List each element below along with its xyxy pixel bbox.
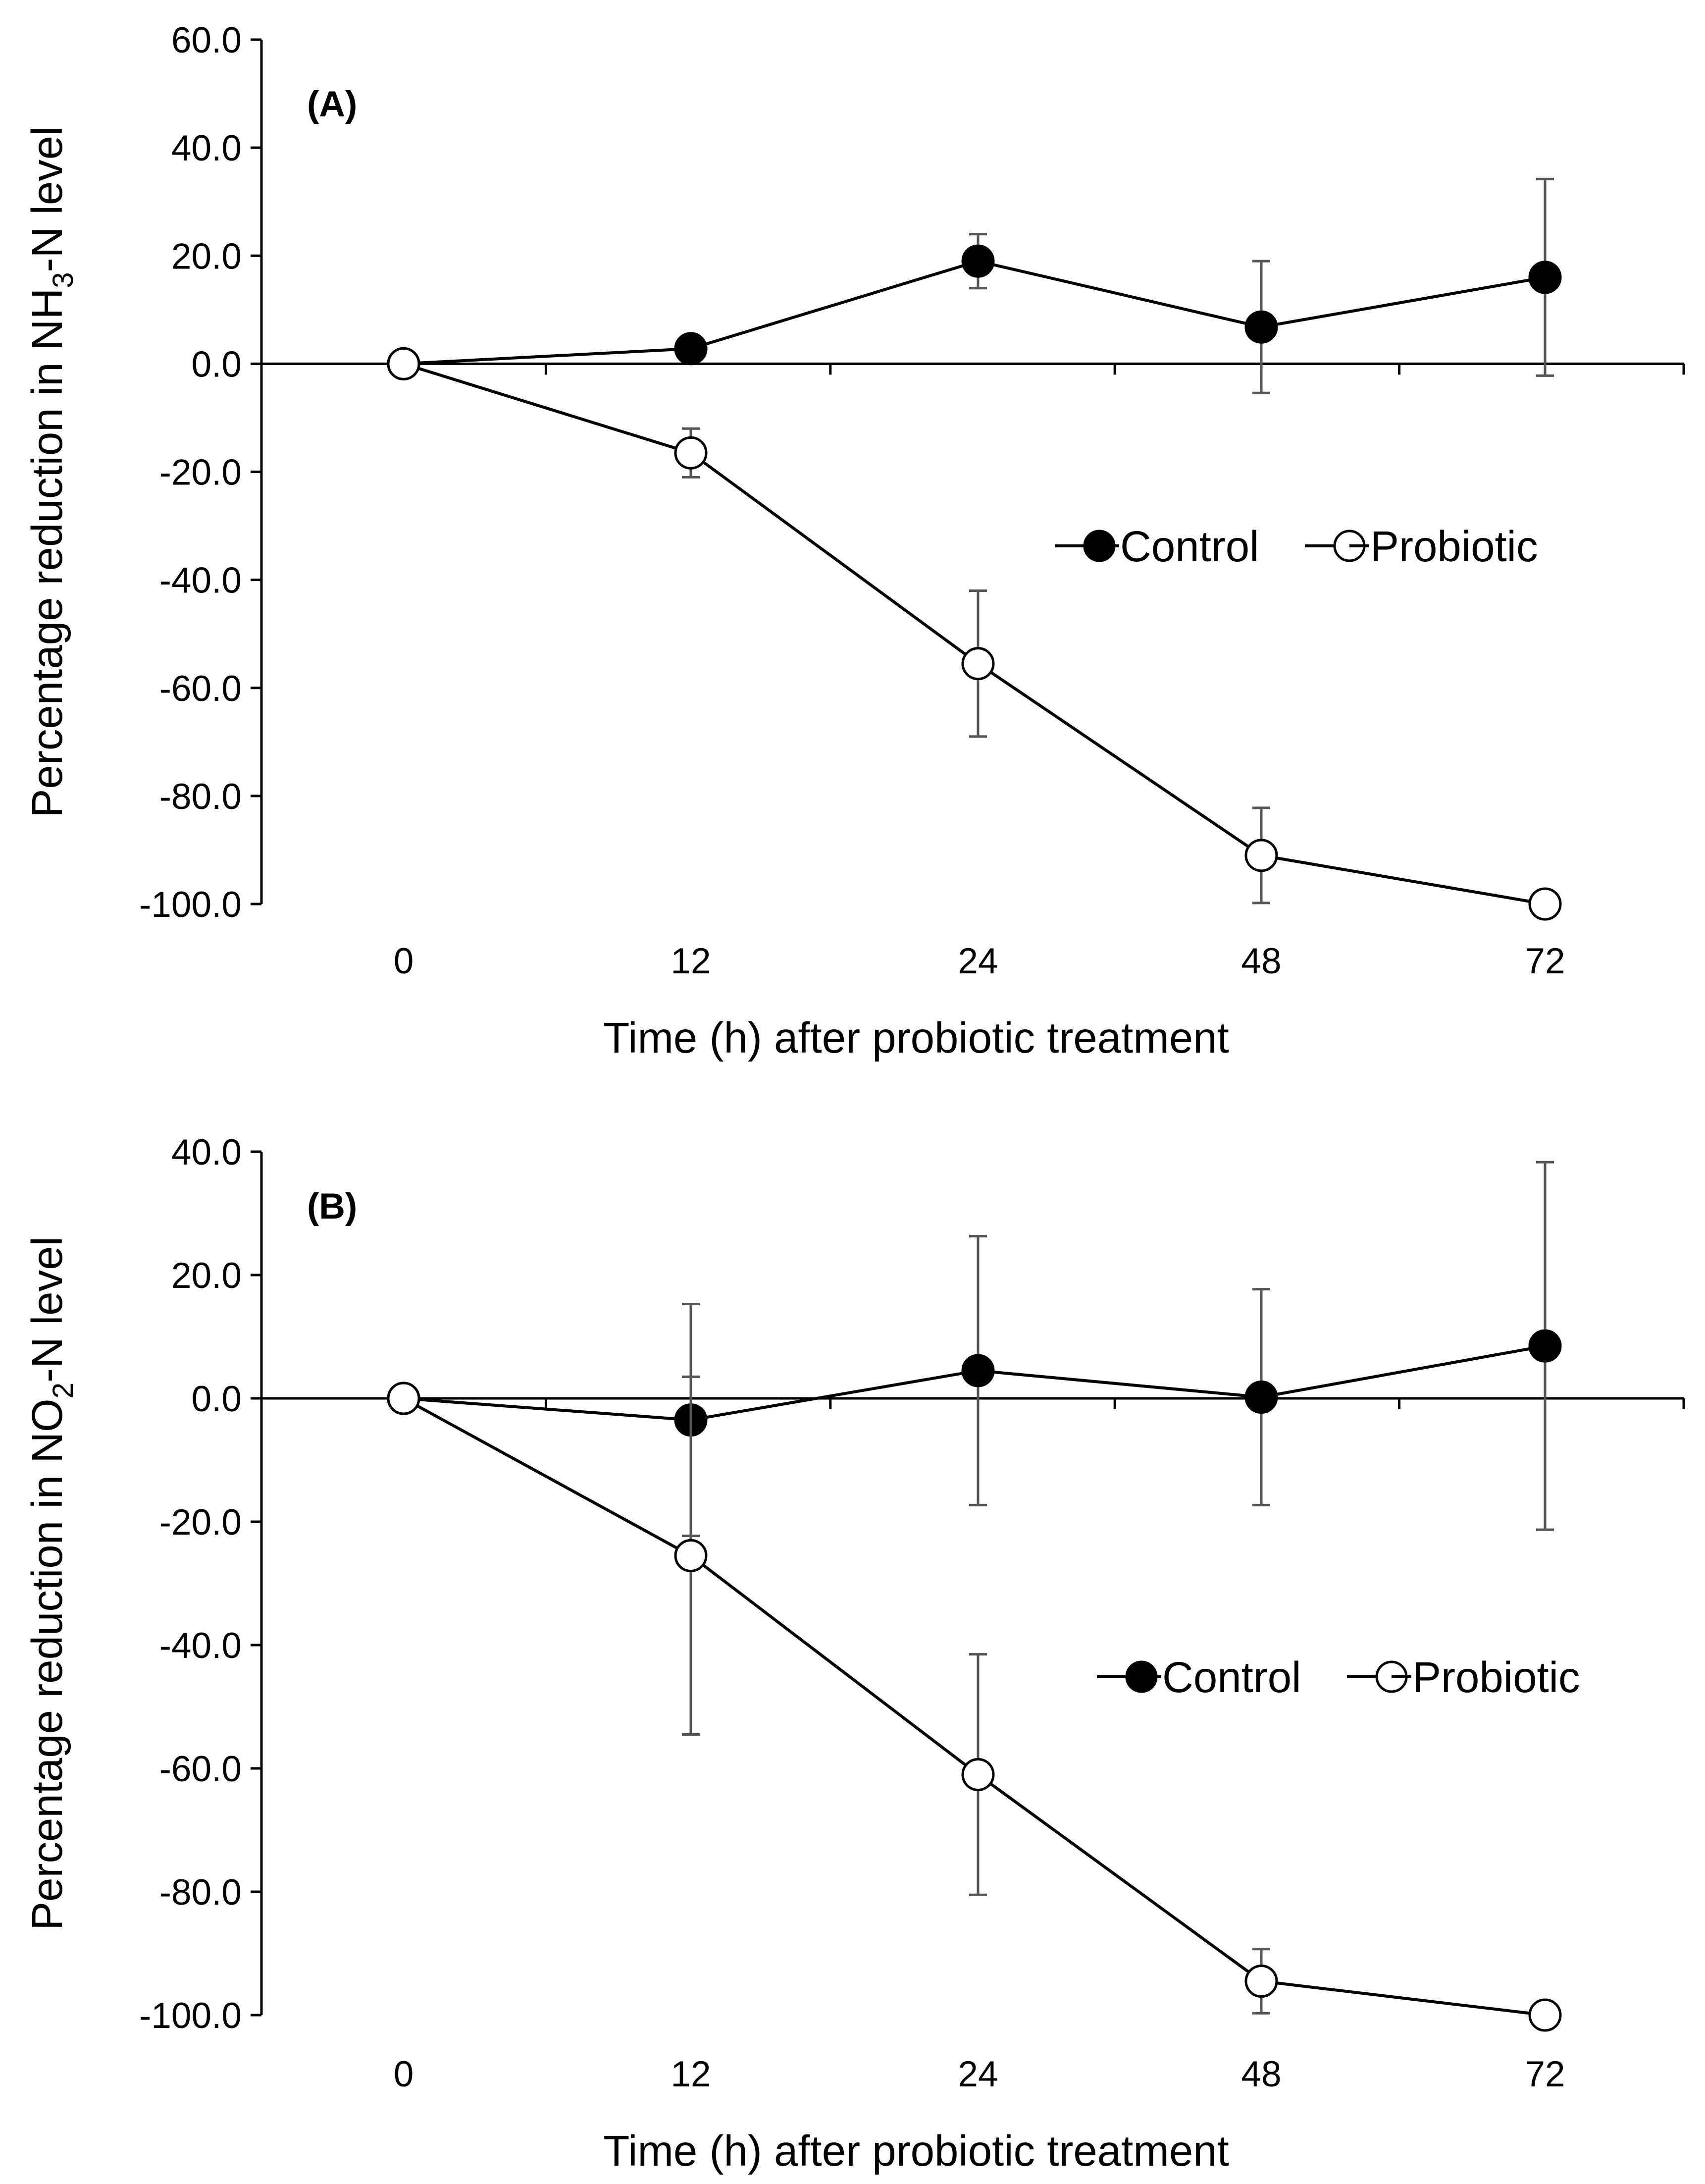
legend-label: Probiotic: [1370, 523, 1538, 571]
series-probiotic: [387, 1375, 1562, 2032]
data-point: [1244, 310, 1278, 344]
legend-label: Probiotic: [1412, 1653, 1580, 1702]
y-tick-label: 0.0: [192, 344, 242, 384]
data-point: [674, 332, 708, 366]
panel-b: 40.0 20.0 0.0 -20.0 -40.0 -60.0 -80.0 -100.0 0 12…: [23, 1132, 1685, 2175]
data-point: [1528, 887, 1562, 921]
series-line: [403, 362, 1546, 906]
data-point: [1244, 1381, 1278, 1414]
y-tick-label: -20.0: [159, 453, 242, 493]
x-tick-label: 48: [1241, 941, 1281, 981]
y-axis-title: Percentage reduction in NO2-N level: [23, 1236, 79, 1930]
x-tick-label: 24: [958, 941, 998, 981]
x-tick-label: 12: [671, 2054, 711, 2094]
legend: Control Probiotic: [1055, 523, 1538, 571]
series-probiotic: [387, 347, 1562, 921]
y-tick-label: -100.0: [139, 1996, 242, 2036]
data-point: [387, 347, 420, 380]
x-axis-title: Time (h) after probiotic treatment: [603, 2127, 1229, 2175]
panel-label: (A): [307, 84, 357, 124]
x-tick-label: 24: [958, 2054, 998, 2094]
x-tick-label: 0: [394, 2054, 414, 2094]
data-point: [961, 647, 995, 681]
x-tick-label: 12: [671, 941, 711, 981]
data-point: [1244, 1965, 1278, 1998]
y-tick-label: 40.0: [171, 128, 242, 168]
data-point: [961, 1354, 995, 1387]
y-tick-label: 0.0: [192, 1379, 242, 1419]
y-tick-label: -60.0: [159, 669, 242, 709]
panel-a: 60.0 40.0 20.0 0.0 -20.0 -40.0 -60.0 -80.0 -100.…: [23, 20, 1685, 1062]
y-tick-label: -40.0: [159, 1626, 242, 1666]
legend-label: Control: [1120, 523, 1259, 571]
y-tick-label: 20.0: [171, 236, 242, 276]
legend: Control Probiotic: [1097, 1653, 1580, 1702]
data-point: [961, 1758, 995, 1791]
y-tick-label: -80.0: [159, 777, 242, 817]
y-tick-label: -100.0: [139, 885, 242, 925]
data-point: [1528, 1998, 1562, 2032]
y-axis-title: Percentage reduction in NH3-N level: [23, 126, 79, 818]
x-tick-label: 72: [1525, 2054, 1565, 2094]
data-point: [674, 436, 708, 470]
y-tick-label: 20.0: [171, 1256, 242, 1296]
legend-label: Control: [1162, 1653, 1301, 1702]
y-tick-label: -60.0: [159, 1749, 242, 1789]
y-tick-label: -20.0: [159, 1502, 242, 1543]
data-point: [1244, 839, 1278, 872]
panel-label: (B): [307, 1186, 357, 1226]
data-point: [961, 244, 995, 278]
x-tick-label: 72: [1525, 941, 1565, 981]
y-tick-label: 40.0: [171, 1132, 242, 1172]
series-control: [387, 1161, 1562, 1538]
series-control: [387, 177, 1562, 394]
data-point: [387, 1382, 420, 1415]
data-point: [1528, 261, 1562, 294]
y-tick-label: -40.0: [159, 561, 242, 601]
x-tick-label: 48: [1241, 2054, 1281, 2094]
y-tick-label: 60.0: [171, 20, 242, 60]
series-line: [403, 1397, 1546, 2017]
x-tick-label: 0: [394, 941, 414, 981]
data-point: [1528, 1329, 1562, 1363]
x-axis-title: Time (h) after probiotic treatment: [603, 1014, 1229, 1062]
y-tick-label: -80.0: [159, 1872, 242, 1913]
data-point: [674, 1539, 708, 1572]
